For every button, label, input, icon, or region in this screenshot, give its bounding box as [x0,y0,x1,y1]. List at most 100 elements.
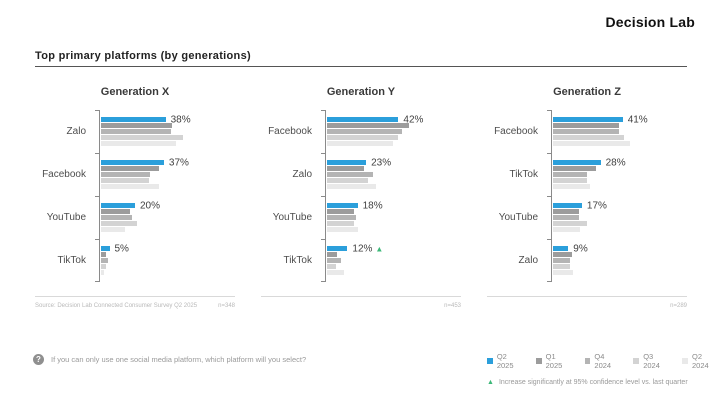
value-label: 23% [371,157,392,168]
bar-q3-2024 [101,264,107,269]
legend-label: Q2 2025 [496,352,514,370]
sample-size: n=289 [670,303,687,309]
category-label: TikTok [283,255,312,266]
bar-q1-2025 [327,252,338,257]
brand-logo: Decision Lab [605,14,695,30]
bar-q2-2024 [553,227,581,232]
value-label: 5% [114,243,129,254]
triangle-up-icon: ▲ [487,379,494,386]
value-label: 9% [573,243,588,254]
axis-tick [547,153,552,154]
bar-group: 28% [553,157,626,189]
legend-item: Q4 2024 [584,352,623,370]
axis-tick [547,281,552,282]
bar-q4-2024 [553,172,587,177]
axis-tick [95,196,100,197]
axis-tick [95,110,100,111]
legend-swatch [633,358,640,364]
question-circle-icon: ? [33,354,44,365]
legend-item: Q2 2024 [682,352,720,370]
legend-item: Q2 2025 [487,352,525,370]
chart-panel: Generation Y Facebook 42% Zalo 23% YouTube 18%… [261,86,461,309]
category-label: Zalo [292,169,312,180]
legend-item: Q1 2025 [535,352,574,370]
value-label: 17% [586,200,607,211]
bar-q3-2024 [327,264,336,269]
bar-q1-2025 [101,166,159,171]
sample-size: n=348 [218,303,235,309]
category-row: TikTok 5% [35,239,235,282]
bar-q2-2025 [101,203,135,208]
significance-note-text: Increase significantly at 95% confidence… [498,379,688,386]
bar-chart: Zalo 38% Facebook 37% YouTube 20% TikTok 5% [35,110,235,282]
bar-q4-2024 [101,215,132,220]
bar-q2-2025 [101,117,166,122]
category-row: Facebook 37% [35,153,235,196]
source-note: Source: Decision Lab Connected Consumer … [35,303,198,309]
bar-chart: Facebook 41% TikTok 28% YouTube 17% Zalo 9% [487,110,687,282]
survey-question-text: If you can only use one social media pla… [51,355,307,364]
axis-tick [321,110,326,111]
category-row: YouTube 17% [487,196,687,239]
bar-group: 9% [553,243,588,275]
panel-divider [35,296,235,297]
axis-tick [547,196,552,197]
value-label: 28% [605,157,626,168]
bar-q2-2025 [327,246,348,251]
category-row: TikTok 28% [487,153,687,196]
sample-size: n=453 [444,303,461,309]
axis-tick [95,281,100,282]
panel-footer: n=289 [487,303,687,309]
bar-q2-2024 [553,270,574,275]
panel-title: Generation Z [553,86,621,98]
panel-title: Generation X [100,86,170,98]
bar-q2-2025 [101,246,110,251]
category-row: TikTok 12% ▲ [261,239,461,282]
bar-q4-2024 [553,129,620,134]
bar-q2-2024 [101,227,125,232]
category-label: Facebook [42,169,86,180]
bar-group: 20% [101,200,160,232]
category-label: TikTok [509,169,538,180]
bar-q2-2024 [101,141,176,146]
bar-q4-2024 [327,215,356,220]
value-label: 41% [627,114,648,125]
category-label: Facebook [494,126,538,137]
bar-q4-2024 [553,258,570,263]
category-row: Zalo 38% [35,110,235,153]
bar-q2-2024 [327,141,394,146]
legend-label: Q1 2025 [545,352,563,370]
bar-group: 23% [327,157,391,189]
bar-q2-2024 [553,141,630,146]
bar-chart: Facebook 42% Zalo 23% YouTube 18% TikTok 12% ▲ [261,110,461,282]
bar-q3-2024 [101,135,183,140]
axis-tick [321,196,326,197]
bar-q3-2024 [101,178,149,183]
value-label: 12% ▲ [352,243,384,254]
triangle-up-icon: ▲ [375,244,384,253]
bar-q3-2024 [101,221,137,226]
value-label: 42% [403,114,424,125]
survey-question: ? If you can only use one social media p… [33,354,306,365]
value-label: 18% [362,200,383,211]
bar-q4-2024 [101,258,108,263]
bar-q2-2024 [553,184,591,189]
chart-panel: Generation X Zalo 38% Facebook 37% YouTube 20%… [35,86,235,309]
bar-q2-2025 [327,160,367,165]
bar-q2-2025 [327,203,358,208]
value-label: 20% [140,200,161,211]
bar-q3-2024 [327,135,399,140]
axis-tick [321,281,326,282]
bar-q2-2025 [553,203,582,208]
bar-q1-2025 [327,123,409,128]
category-row: YouTube 18% [261,196,461,239]
bar-q3-2024 [553,264,570,269]
bar-q3-2024 [553,221,587,226]
bar-group: 12% ▲ [327,243,383,275]
category-label: YouTube [46,212,86,223]
bar-group: 42% [327,114,423,146]
legend-swatch [584,358,591,364]
legend-swatch [535,358,542,364]
bar-q1-2025 [553,252,572,257]
value-label: 38% [170,114,191,125]
